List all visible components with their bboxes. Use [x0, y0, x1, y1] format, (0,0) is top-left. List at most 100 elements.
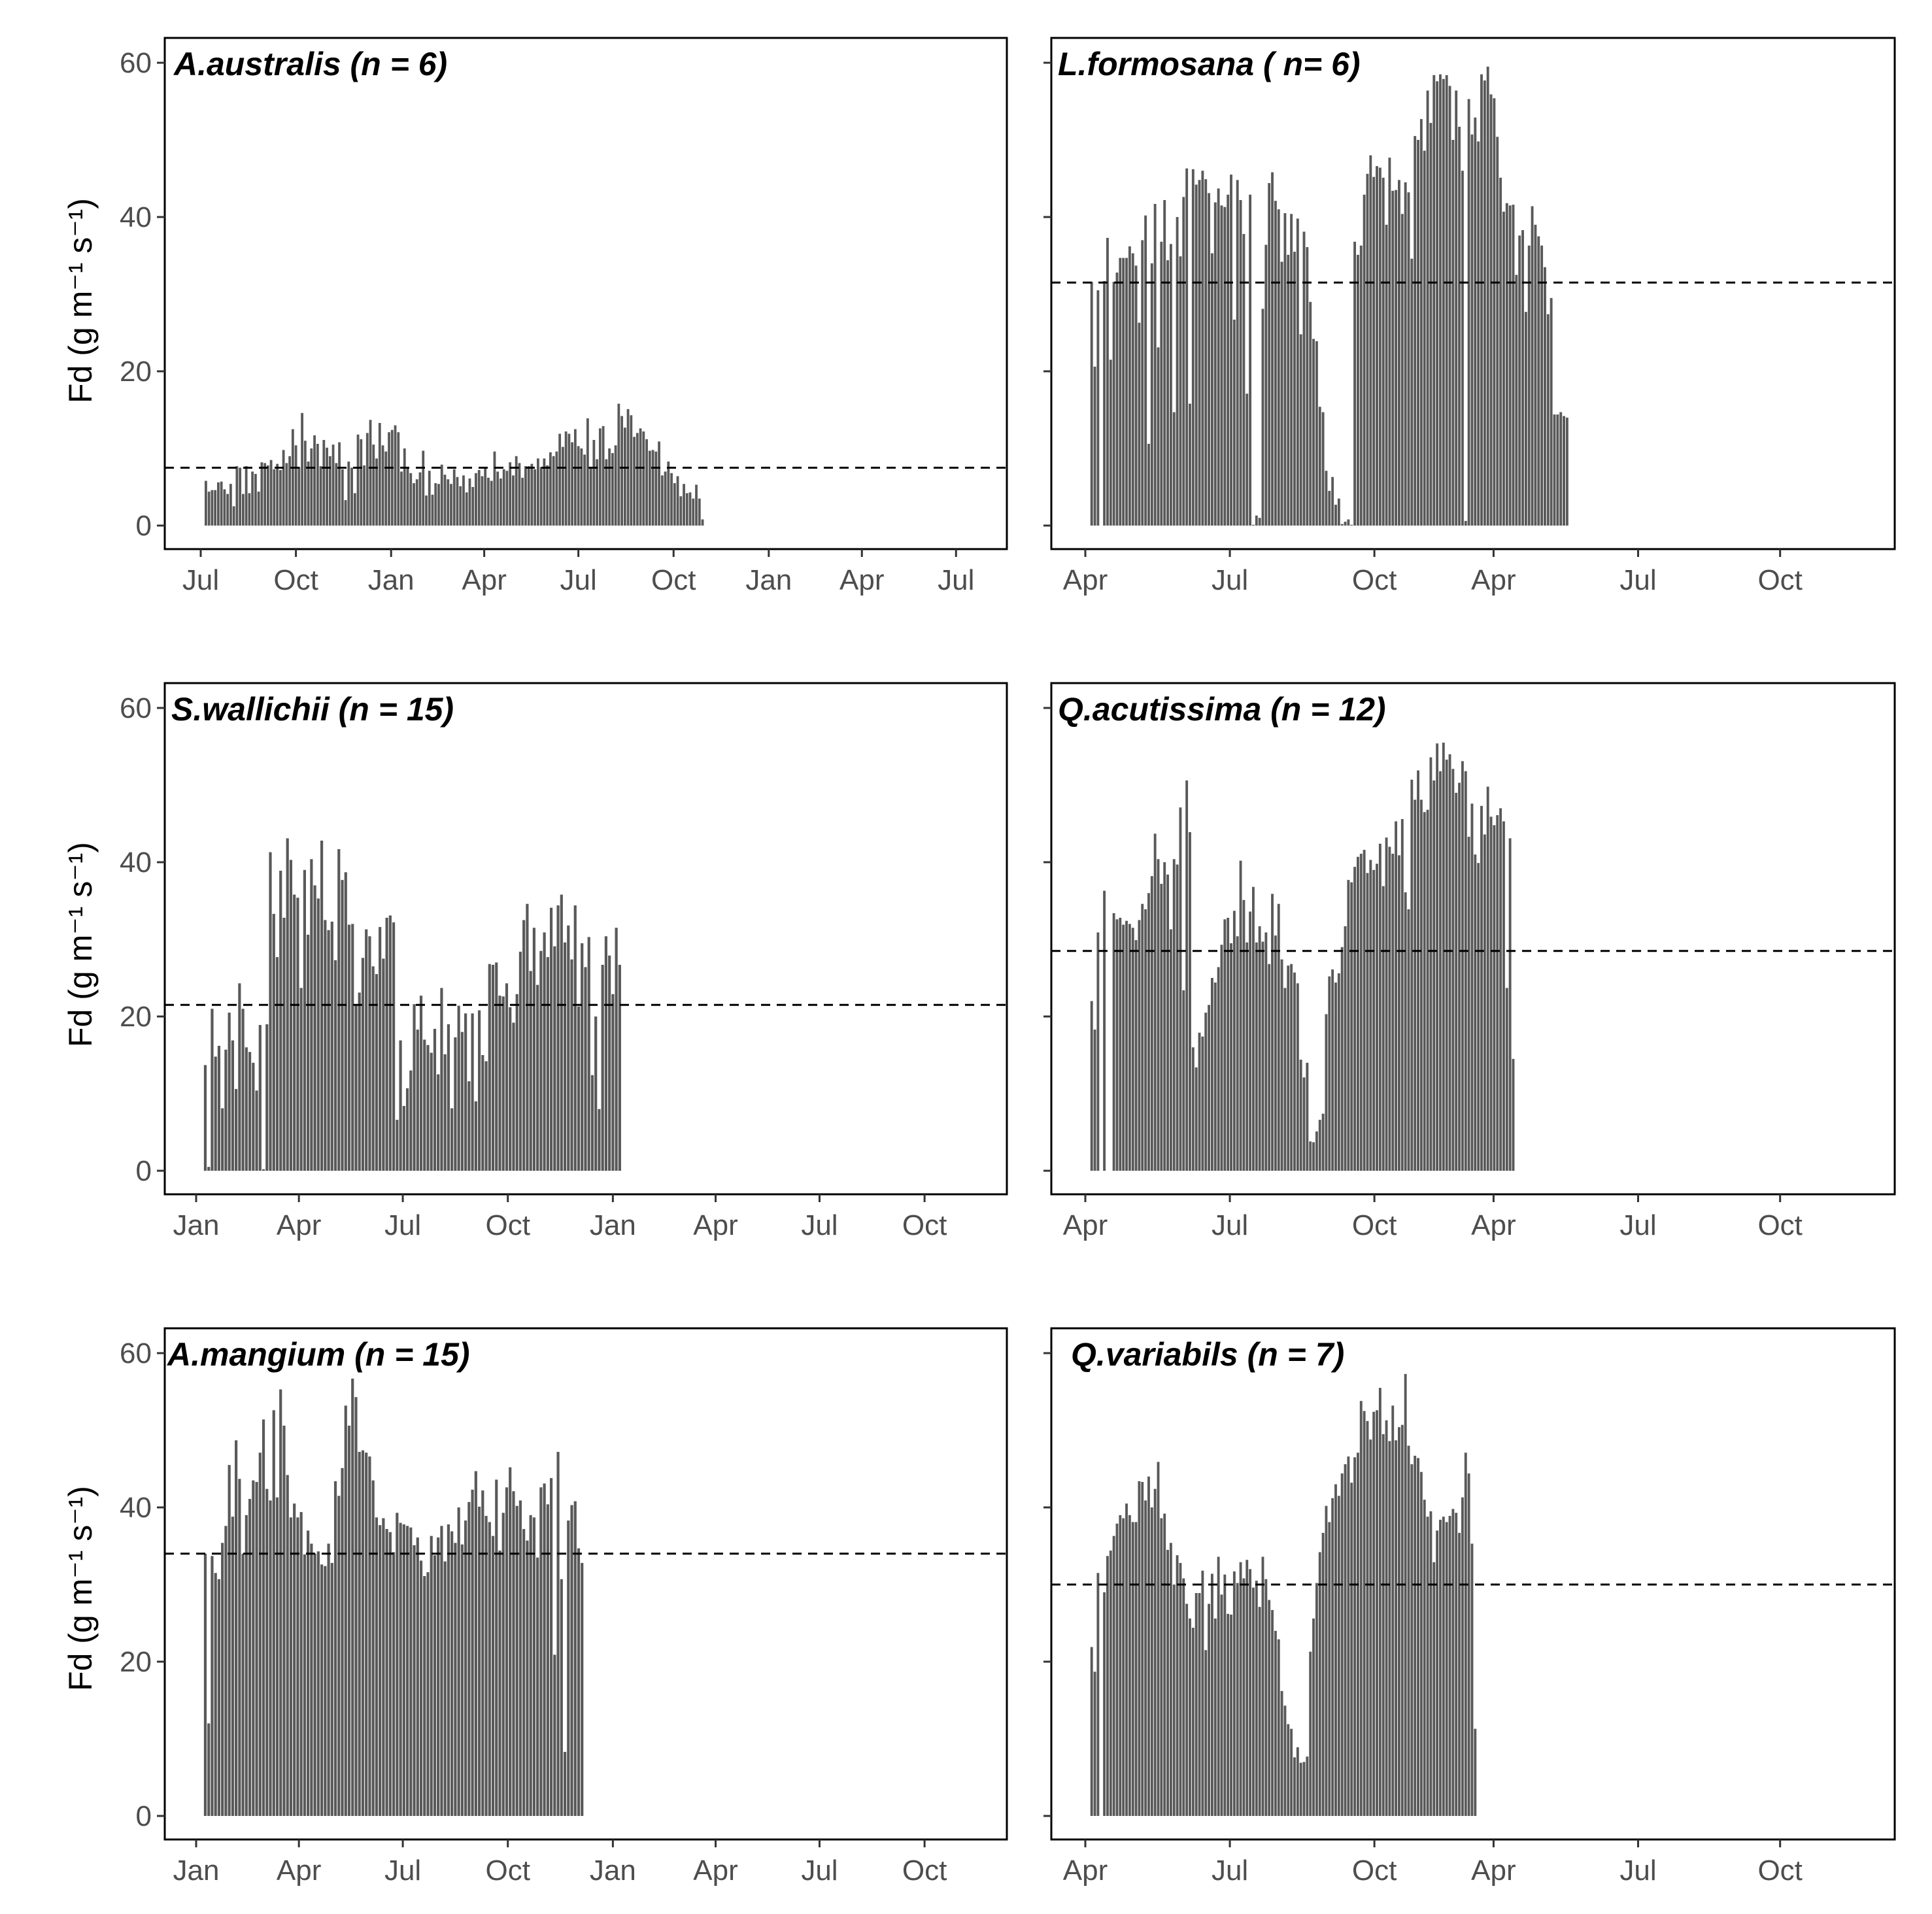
bar [385, 1529, 388, 1816]
bar [1400, 818, 1404, 1171]
bar [543, 458, 546, 526]
bar [434, 483, 437, 526]
bar [598, 428, 602, 526]
bar [1502, 821, 1505, 1171]
bar [1378, 167, 1381, 526]
bar [586, 418, 589, 526]
bar [415, 479, 418, 526]
bar [231, 1040, 234, 1171]
bar [1391, 190, 1395, 526]
bar [232, 506, 235, 526]
bar [1236, 936, 1239, 1171]
bar [1169, 929, 1172, 1171]
bar [488, 964, 491, 1171]
bar [1220, 1594, 1223, 1816]
bar [1372, 1411, 1376, 1816]
bar [350, 467, 353, 526]
bar [1249, 1569, 1252, 1816]
bar [310, 859, 313, 1171]
bar-series [205, 403, 704, 526]
bar [378, 423, 381, 526]
bar [1264, 932, 1268, 1171]
bar [512, 475, 515, 526]
bar [1451, 140, 1455, 526]
bar [1112, 913, 1115, 1171]
bar [307, 462, 310, 526]
bar [608, 448, 611, 526]
bar [1179, 1562, 1182, 1816]
bar [1122, 1518, 1125, 1816]
bar [1201, 1036, 1204, 1171]
bar [1398, 1427, 1400, 1816]
bar [289, 1517, 293, 1816]
panel-s-wallichii: Fd (g m⁻¹ s⁻¹) S.wallichii (n = 15) 0 20 4… [62, 682, 1008, 1241]
bar [1131, 253, 1134, 526]
bar [594, 1016, 598, 1171]
bar [413, 483, 415, 526]
panel-title: A.mangium (n = 15) [166, 1336, 470, 1373]
bar [1429, 1511, 1432, 1816]
bar [1255, 515, 1258, 526]
bar [1293, 252, 1296, 526]
bar [1141, 1482, 1144, 1816]
bar [1246, 942, 1249, 1171]
bar [673, 483, 676, 526]
bar [1439, 771, 1442, 1171]
bar [1372, 869, 1376, 1171]
bar [1227, 1613, 1230, 1816]
bar [1217, 1556, 1220, 1816]
bar [1169, 244, 1172, 526]
bar [447, 479, 450, 526]
bar [1337, 498, 1340, 526]
bar [1106, 237, 1109, 526]
bar [683, 484, 685, 526]
bar [338, 442, 341, 526]
bar [388, 1532, 392, 1816]
bar [1496, 137, 1499, 526]
bar [1474, 1728, 1477, 1816]
bar [1369, 155, 1372, 526]
bar [1283, 988, 1287, 1171]
bar [556, 905, 560, 1171]
bar [617, 403, 620, 526]
bar [416, 1537, 419, 1816]
bar [1395, 190, 1398, 526]
bar [604, 936, 607, 1171]
bar [1293, 972, 1296, 1171]
bar [409, 1527, 413, 1816]
bar [1176, 864, 1179, 1171]
bar [1350, 882, 1353, 1171]
bar [1258, 926, 1261, 1171]
bar [1410, 258, 1414, 526]
bar [1195, 1067, 1198, 1171]
bar [286, 838, 289, 1171]
bar [477, 1010, 481, 1171]
bar [1499, 808, 1502, 1171]
x-tick-label: Jul [938, 564, 974, 596]
bar [447, 1024, 450, 1171]
bar [1242, 1578, 1246, 1816]
bar [1223, 1574, 1227, 1816]
bar [1239, 860, 1242, 1171]
bar [365, 433, 369, 526]
bar [375, 974, 378, 1171]
bar [1103, 1592, 1106, 1816]
bar [241, 1009, 245, 1171]
bar [481, 1055, 484, 1171]
bar [620, 416, 623, 526]
bar [645, 439, 648, 526]
bar [561, 446, 564, 526]
bar [1176, 1555, 1179, 1816]
bar [587, 937, 590, 1171]
bar [245, 1515, 248, 1816]
y-tick-label: 20 [120, 1646, 152, 1678]
bar [431, 494, 434, 526]
bar [1093, 366, 1096, 526]
bar [1230, 175, 1232, 526]
bar [207, 492, 211, 526]
bar [1268, 1600, 1271, 1816]
bar [1280, 1690, 1283, 1816]
bar [423, 1576, 426, 1816]
bar [573, 429, 577, 526]
y-tick-label: 40 [120, 201, 152, 233]
